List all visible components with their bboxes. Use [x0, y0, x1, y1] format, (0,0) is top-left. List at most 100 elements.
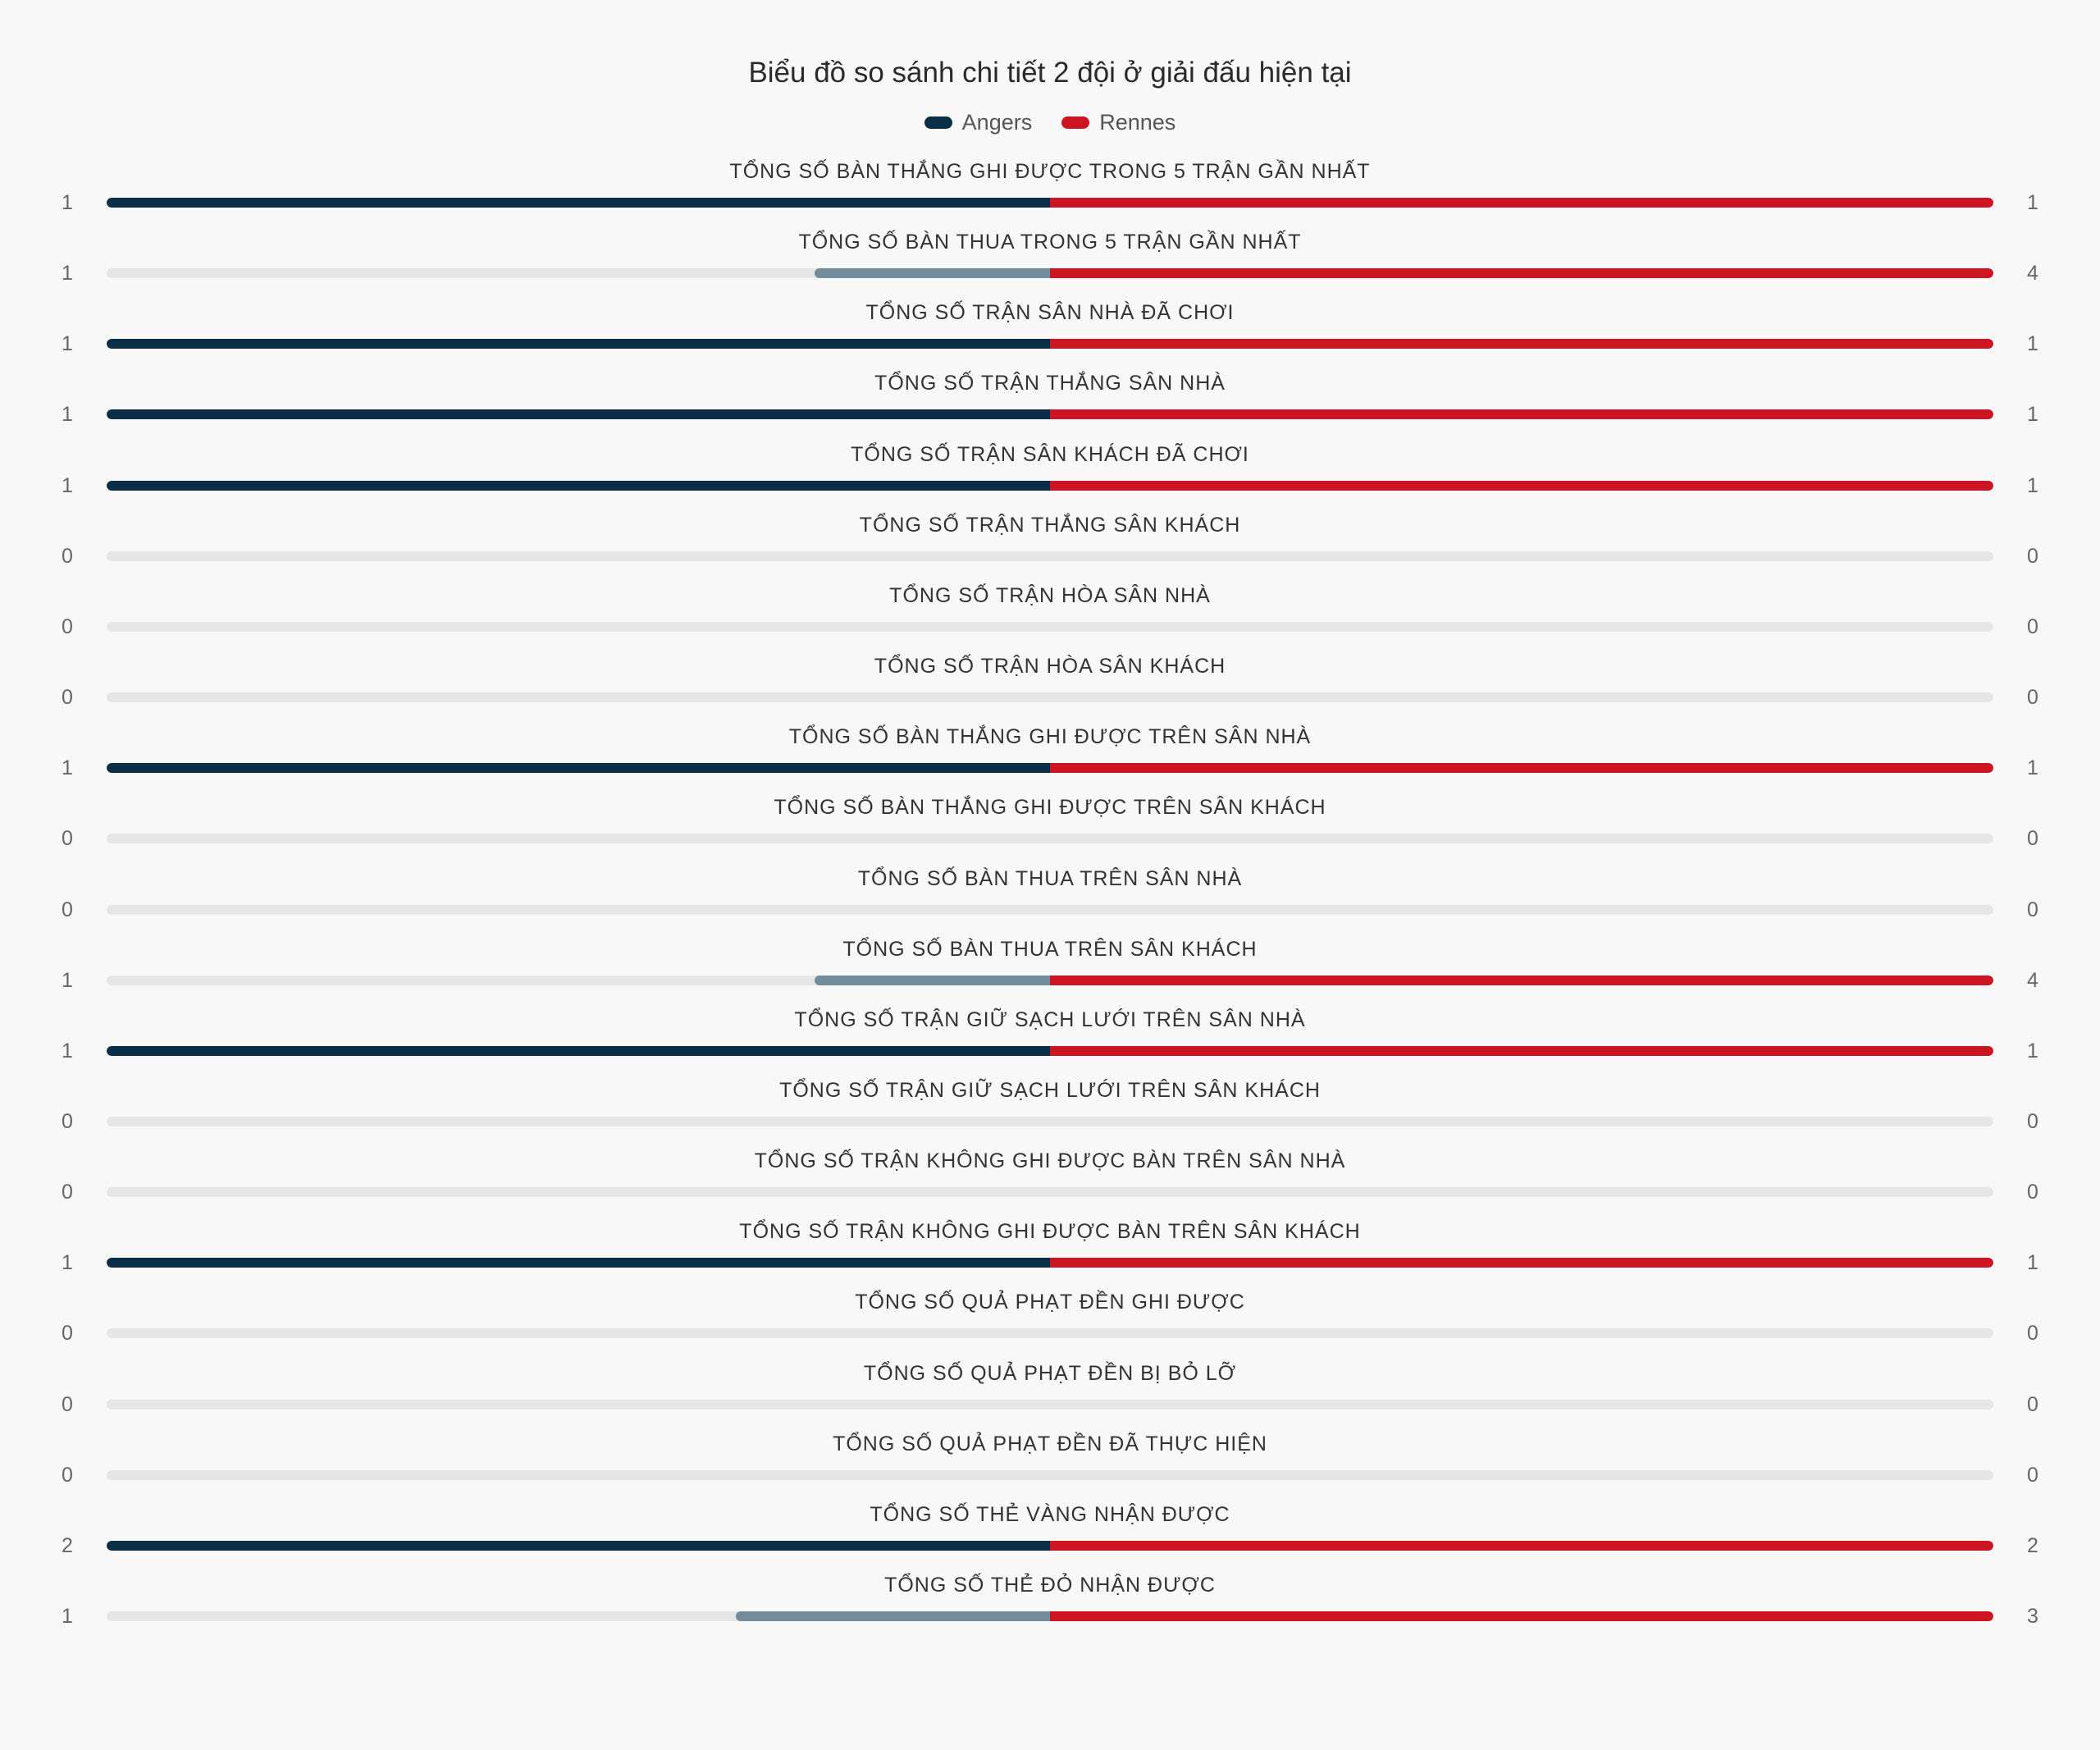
row-label: TỔNG SỐ TRẬN GIỮ SẠCH LƯỚI TRÊN SÂN NHÀ	[794, 1008, 1306, 1031]
angers-value: 1	[62, 1605, 73, 1628]
comparison-row: TỔNG SỐ TRẬN GIỮ SẠCH LƯỚI TRÊN SÂN KHÁC…	[0, 1076, 2100, 1147]
comparison-row: TỔNG SỐ TRẬN HÒA SÂN KHÁCH 0 0	[0, 652, 2100, 723]
angers-bar	[107, 1258, 1050, 1268]
bar-track	[107, 834, 1993, 843]
row-label: TỔNG SỐ BÀN THẮNG GHI ĐƯỢC TRONG 5 TRẬN …	[729, 160, 1371, 183]
comparison-row: TỔNG SỐ TRẬN THẮNG SÂN KHÁCH 0 0	[0, 511, 2100, 582]
comparison-row: TỔNG SỐ TRẬN SÂN NHÀ ĐÃ CHƠI 1 1	[0, 299, 2100, 369]
row-label: TỔNG SỐ TRẬN HÒA SÂN KHÁCH	[874, 655, 1226, 678]
angers-value: 0	[62, 615, 73, 638]
comparison-row: TỔNG SỐ BÀN THUA TRÊN SÂN KHÁCH 1 4	[0, 935, 2100, 1006]
row-label: TỔNG SỐ BÀN THUA TRÊN SÂN NHÀ	[857, 867, 1243, 890]
bar-track	[107, 1328, 1993, 1338]
bar-track	[107, 1611, 1993, 1621]
rennes-bar	[1050, 1541, 1993, 1551]
rennes-value: 0	[2027, 1110, 2038, 1133]
rennes-value: 1	[2027, 1251, 2038, 1274]
comparison-row: TỔNG SỐ TRẬN KHÔNG GHI ĐƯỢC BÀN TRÊN SÂN…	[0, 1218, 2100, 1288]
angers-value: 1	[62, 262, 73, 285]
angers-bar	[735, 1611, 1050, 1621]
rennes-bar	[1050, 1258, 1993, 1268]
chart-legend: Angers Rennes	[0, 110, 2100, 135]
rennes-bar	[1050, 481, 1993, 491]
rennes-value: 0	[2027, 1464, 2038, 1487]
legend-item-rennes[interactable]: Rennes	[1061, 110, 1176, 135]
row-label: TỔNG SỐ TRẬN GIỮ SẠCH LƯỚI TRÊN SÂN KHÁC…	[779, 1079, 1321, 1102]
bar-track	[107, 1187, 1993, 1197]
rennes-bar	[1050, 198, 1993, 208]
row-label: TỔNG SỐ BÀN THUA TRÊN SÂN KHÁCH	[842, 938, 1258, 961]
row-label: TỔNG SỐ BÀN THẮNG GHI ĐƯỢC TRÊN SÂN KHÁC…	[774, 796, 1326, 819]
rennes-value: 0	[2027, 686, 2038, 709]
rennes-value: 2	[2027, 1534, 2038, 1557]
angers-bar	[107, 763, 1050, 773]
angers-value: 1	[62, 474, 73, 497]
comparison-row: TỔNG SỐ THẺ VÀNG NHẬN ĐƯỢC 2 2	[0, 1501, 2100, 1571]
angers-bar	[814, 268, 1050, 278]
angers-value: 1	[62, 756, 73, 779]
rennes-value: 1	[2027, 1039, 2038, 1062]
rennes-value: 0	[2027, 545, 2038, 568]
bar-track	[107, 976, 1993, 985]
rennes-value: 0	[2027, 615, 2038, 638]
rennes-value: 3	[2027, 1605, 2038, 1628]
row-label: TỔNG SỐ TRẬN SÂN NHÀ ĐÃ CHƠI	[865, 301, 1235, 324]
rennes-value: 1	[2027, 474, 2038, 497]
rennes-bar	[1050, 268, 1993, 278]
bar-track	[107, 763, 1993, 773]
legend-swatch-angers	[924, 117, 952, 129]
comparison-row: TỔNG SỐ TRẬN THẮNG SÂN NHÀ 1 1	[0, 369, 2100, 440]
row-label: TỔNG SỐ THẺ ĐỎ NHẬN ĐƯỢC	[884, 1574, 1216, 1597]
comparison-row: TỔNG SỐ TRẬN HÒA SÂN NHÀ 0 0	[0, 582, 2100, 652]
rennes-value: 1	[2027, 403, 2038, 426]
rennes-value: 4	[2027, 262, 2038, 285]
angers-bar	[107, 198, 1050, 208]
angers-value: 0	[62, 827, 73, 850]
row-label: TỔNG SỐ THẺ VÀNG NHẬN ĐƯỢC	[870, 1503, 1230, 1526]
comparison-row: TỔNG SỐ TRẬN SÂN KHÁCH ĐÃ CHƠI 1 1	[0, 441, 2100, 511]
rennes-bar	[1050, 976, 1993, 985]
angers-value: 1	[62, 969, 73, 992]
bar-track	[107, 481, 1993, 491]
angers-bar	[107, 409, 1050, 419]
comparison-row: TỔNG SỐ BÀN THUA TRÊN SÂN NHÀ 0 0	[0, 865, 2100, 935]
legend-label-angers: Angers	[961, 110, 1033, 135]
chart-title: Biểu đồ so sánh chi tiết 2 đội ở giải đấ…	[748, 57, 1352, 89]
angers-bar	[814, 976, 1050, 985]
angers-value: 1	[62, 1251, 73, 1274]
angers-value: 1	[62, 332, 73, 355]
legend-swatch-rennes	[1061, 117, 1090, 129]
row-label: TỔNG SỐ BÀN THẮNG GHI ĐƯỢC TRÊN SÂN NHÀ	[788, 725, 1312, 748]
rennes-value: 1	[2027, 756, 2038, 779]
rennes-bar	[1050, 1611, 1993, 1621]
angers-bar	[107, 1541, 1050, 1551]
angers-value: 2	[62, 1534, 73, 1557]
rennes-value: 0	[2027, 827, 2038, 850]
angers-value: 0	[62, 1322, 73, 1345]
rennes-value: 0	[2027, 898, 2038, 921]
rennes-value: 1	[2027, 191, 2038, 214]
comparison-row: TỔNG SỐ THẺ ĐỎ NHẬN ĐƯỢC 1 3	[0, 1571, 2100, 1642]
row-label: TỔNG SỐ TRẬN KHÔNG GHI ĐƯỢC BÀN TRÊN SÂN…	[739, 1220, 1361, 1243]
rennes-value: 0	[2027, 1393, 2038, 1416]
comparison-row: TỔNG SỐ QUẢ PHẠT ĐỀN ĐÃ THỰC HIỆN 0 0	[0, 1430, 2100, 1501]
bar-track	[107, 622, 1993, 632]
angers-value: 0	[62, 686, 73, 709]
comparison-row: TỔNG SỐ QUẢ PHẠT ĐỀN GHI ĐƯỢC 0 0	[0, 1288, 2100, 1359]
rennes-value: 0	[2027, 1181, 2038, 1204]
rennes-bar	[1050, 763, 1993, 773]
bar-track	[107, 1470, 1993, 1480]
angers-value: 0	[62, 898, 73, 921]
bar-track	[107, 1046, 1993, 1056]
angers-value: 0	[62, 545, 73, 568]
legend-item-angers[interactable]: Angers	[924, 110, 1033, 135]
angers-value: 0	[62, 1110, 73, 1133]
row-label: TỔNG SỐ QUẢ PHẠT ĐỀN ĐÃ THỰC HIỆN	[833, 1432, 1267, 1455]
row-label: TỔNG SỐ TRẬN KHÔNG GHI ĐƯỢC BÀN TRÊN SÂN…	[754, 1149, 1346, 1172]
comparison-row: TỔNG SỐ TRẬN GIỮ SẠCH LƯỚI TRÊN SÂN NHÀ 1…	[0, 1006, 2100, 1076]
bar-track	[107, 1258, 1993, 1268]
row-label: TỔNG SỐ TRẬN THẮNG SÂN NHÀ	[874, 372, 1226, 395]
bar-track	[107, 692, 1993, 702]
rennes-bar	[1050, 409, 1993, 419]
bar-track	[107, 268, 1993, 278]
